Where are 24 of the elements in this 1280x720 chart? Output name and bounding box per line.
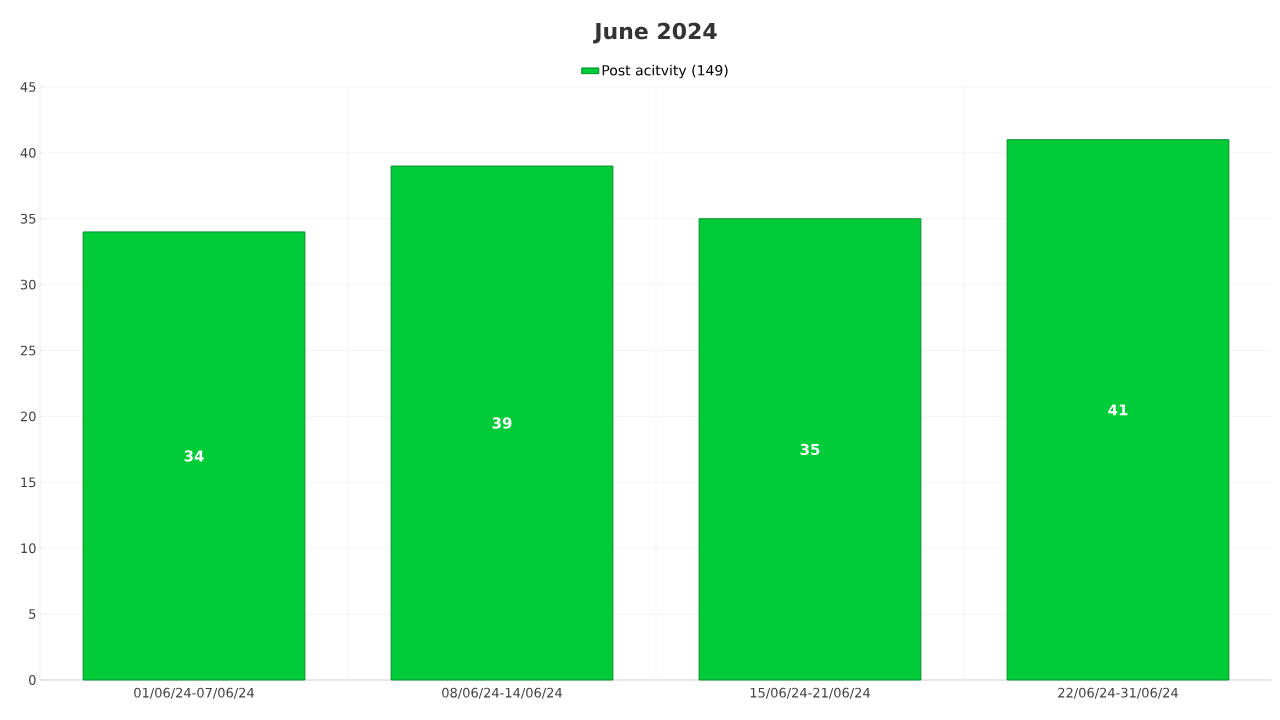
y-tick-label: 15 (21, 477, 36, 488)
y-tick-label: 30 (20, 279, 36, 290)
y-tick-label: 35 (20, 213, 36, 224)
x-tick-label: 08/06/24-14/06/24 (442, 687, 562, 699)
legend-label: Post acitvity (149) (602, 64, 728, 79)
chart-title: June 2024 (593, 22, 717, 44)
y-tick-label: 5 (29, 609, 36, 619)
y-tick-label: 0 (29, 675, 36, 685)
y-tick-label: 10 (21, 543, 36, 554)
data-label: 35 (800, 443, 820, 456)
x-tick-label: 01/06/24-07/06/24 (134, 687, 254, 699)
data-label: 39 (492, 417, 512, 429)
data-label: 41 (1108, 404, 1128, 416)
bar (82, 231, 306, 681)
bar (390, 165, 614, 681)
y-tick-label: 45 (20, 82, 36, 92)
y-tick-label: 25 (20, 345, 36, 356)
bar (698, 218, 922, 681)
data-label: 34 (184, 450, 204, 462)
x-tick-label: 22/06/24-31/06/24 (1058, 687, 1178, 699)
y-tick-label: 20 (20, 411, 36, 422)
y-tick-label: 40 (20, 147, 36, 158)
x-tick-label: 15/06/24-21/06/24 (750, 687, 870, 699)
bar (1006, 139, 1230, 681)
